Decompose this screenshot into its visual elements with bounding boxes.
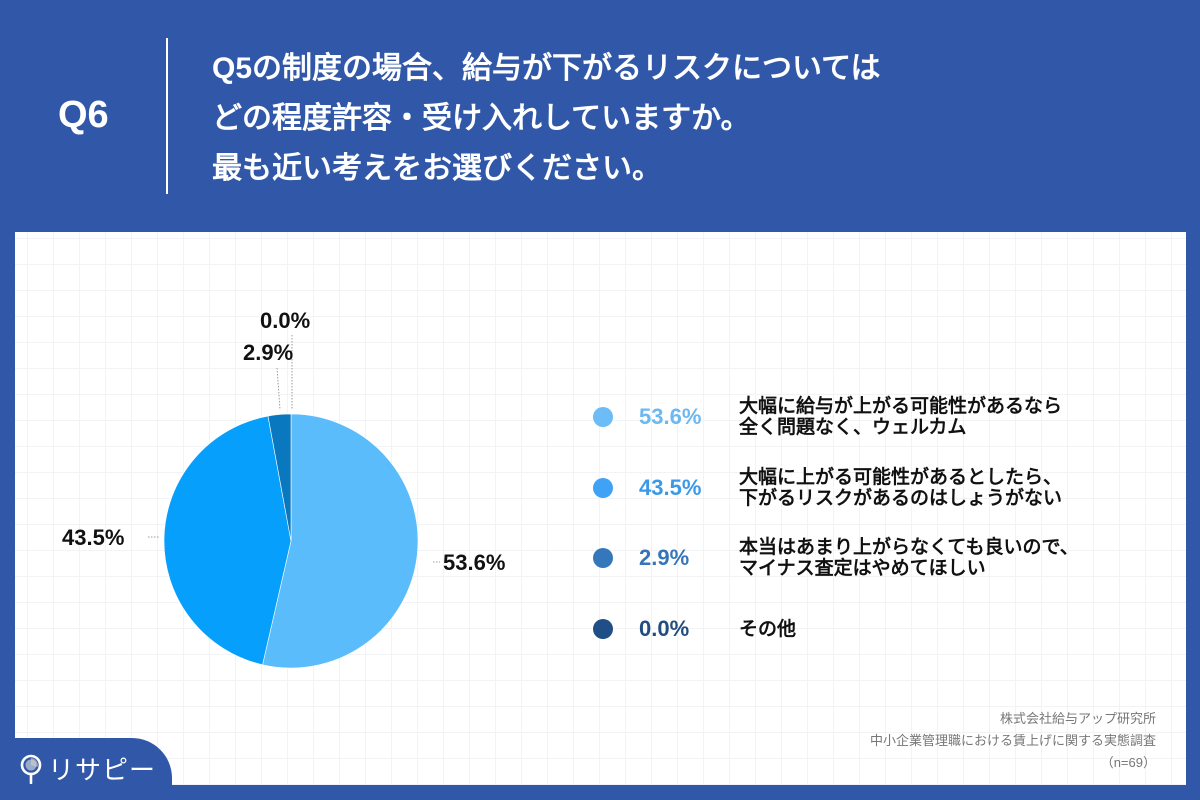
legend-dot-icon — [593, 478, 613, 498]
legend-percent: 53.6% — [639, 404, 702, 429]
header-divider — [166, 38, 168, 194]
pie-slice-accept-risk — [163, 415, 292, 666]
question-title: Q5の制度の場合、給与が下がるリスクについては どの程度許容・受け入れしています… — [212, 44, 881, 194]
logo-text: リサピー — [48, 755, 157, 785]
brand-logo: リサピー — [20, 750, 156, 787]
legend-label-line: その他 — [739, 618, 797, 640]
question-title-line: 最も近い考えをお選びください。 — [212, 152, 662, 185]
legend-dot-icon — [593, 407, 613, 427]
legend-label-line: 大幅に給与が上がる可能性があるなら — [739, 396, 1063, 417]
question-title-line: Q5の制度の場合、給与が下がるリスクについては — [212, 52, 881, 85]
pie-slice-no-minus — [267, 413, 292, 542]
legend-item-no-minus: 2.9% 本当はあまり上がらなくても良いので、 マイナス査定はやめてほしい — [593, 533, 1079, 583]
legend-label: 大幅に給与が上がる可能性があるなら 全く問題なく、ウェルカム — [739, 396, 1062, 438]
pie-label-other: 0.0% — [260, 308, 311, 333]
legend-label-line: 全く問題なく、ウェルカム — [739, 417, 967, 438]
legend-dot-icon — [593, 548, 613, 568]
legend-percent: 43.5% — [639, 475, 702, 500]
pie-slice-welcome — [262, 413, 419, 669]
legend-percent: 0.0% — [639, 616, 690, 641]
legend-label: 大幅に上がる可能性があるとしたら、 下がるリスクがあるのはしょうがない — [739, 467, 1062, 509]
legend-label-line: 本当はあまり上がらなくても良いので、 — [739, 537, 1079, 558]
source-company: 株式会社給与アップ研究所 — [999, 711, 1156, 726]
pie-label-accept-risk: 43.5% — [62, 525, 125, 550]
legend-label-line: マイナス査定はやめてほしい — [739, 558, 986, 579]
header: Q6 Q5の制度の場合、給与が下がるリスクについては どの程度許容・受け入れして… — [0, 0, 1200, 232]
pin-icon — [20, 754, 42, 784]
legend-item-welcome: 53.6% 大幅に給与が上がる可能性があるなら 全く問題なく、ウェルカム — [593, 392, 1062, 442]
source-survey: 中小企業管理職における賃上げに関する実態調査 — [869, 733, 1156, 748]
legend-label: 本当はあまり上がらなくても良いので、 マイナス査定はやめてほしい — [739, 537, 1079, 579]
legend-percent: 2.9% — [639, 545, 690, 570]
pie-label-welcome: 53.6% — [443, 550, 506, 575]
source-note: 株式会社給与アップ研究所 中小企業管理職における賃上げに関する実態調査 （n=6… — [870, 708, 1156, 774]
pie-label-no-minus: 2.9% — [243, 340, 294, 365]
leader-line-no-minus — [276, 367, 281, 411]
legend-label-line: 下がるリスクがあるのはしょうがない — [739, 488, 1063, 509]
question-title-line: どの程度許容・受け入れしていますか。 — [212, 102, 751, 135]
legend-label: その他 — [739, 619, 796, 640]
question-number: Q6 — [58, 94, 109, 136]
legend-item-accept-risk: 43.5% 大幅に上がる可能性があるとしたら、 下がるリスクがあるのはしょうがな… — [593, 463, 1062, 513]
legend-dot-icon — [593, 619, 613, 639]
legend-label-line: 大幅に上がる可能性があるとしたら、 — [739, 467, 1063, 488]
legend-item-other: 0.0% その他 — [593, 604, 796, 654]
source-sample: （n=69） — [1100, 755, 1156, 770]
